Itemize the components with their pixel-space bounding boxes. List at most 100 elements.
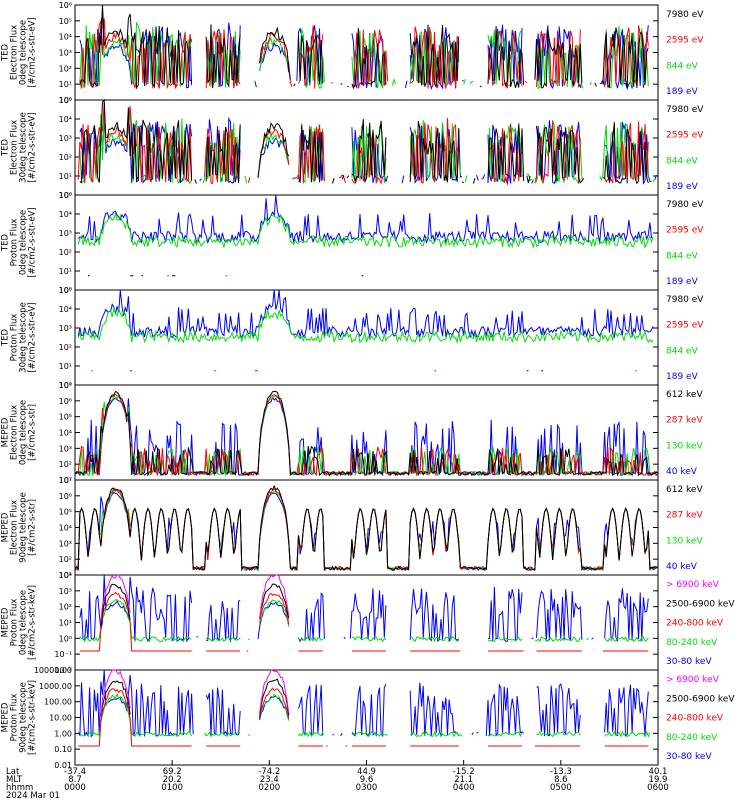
x-row-label: Lat xyxy=(6,767,20,777)
x-tick-hhmm: 0400 xyxy=(453,783,475,793)
panel-6: 10¹ 10² 10³ 10⁴ 10⁵ 10⁶ 10⁷ MEPED Electron Flux 9… xyxy=(1,476,704,580)
x-tick-mlt: 23.4 xyxy=(260,775,279,785)
y-axis-label-line: Electron Flux xyxy=(10,25,20,80)
series--6900-kev xyxy=(100,669,290,718)
legend-entry: 80-240 keV xyxy=(666,733,718,743)
x-tick-lat: -15.2 xyxy=(453,767,475,777)
legend-entry: 189 eV xyxy=(666,372,699,382)
legend-entry: 612 keV xyxy=(666,485,703,495)
series-844-ev xyxy=(77,212,654,249)
y-tick-label: 10.00 xyxy=(49,714,72,723)
legend-entry: 240-800 keV xyxy=(666,619,724,629)
y-axis-label: TED Electron Flux 30deg telescope [#/cm2-s-… xyxy=(1,112,38,183)
panel-1: 10⁰ 10¹ 10² 10³ 10⁴ 10⁵ 10⁶ TED Electron Flux 0de… xyxy=(1,1,705,105)
y-axis-label: TED Electron Flux 0deg telescope [#/cm2-s-s… xyxy=(1,17,38,87)
y-axis-label-line: TED xyxy=(1,233,11,252)
y-axis-label-line: [#/cm2-s-str-eV] xyxy=(28,207,38,277)
panel-3: 10⁰ 10¹ 10² 10³ 10⁴ 10⁵ TED Proton Flux 0deg tel… xyxy=(1,191,705,295)
legend-entry: 7980 eV xyxy=(666,10,704,20)
series-2500-6900-kev xyxy=(100,678,290,718)
x-tick-lat: -37.4 xyxy=(64,767,86,777)
legend-entry: 2595 eV xyxy=(666,226,704,236)
y-axis-label-line: [#/cm2-s-str-eV] xyxy=(28,17,38,87)
y-tick-label: 10⁴ xyxy=(59,115,72,124)
y-tick-label: 0.10 xyxy=(54,745,72,754)
x-tick-hhmm: 0600 xyxy=(647,783,669,793)
y-tick-label: 10⁴ xyxy=(59,33,72,42)
y-axis-label-line: 90deg telescope xyxy=(19,492,29,563)
y-tick-label: 10² xyxy=(59,153,72,162)
legend-entry: 7980 eV xyxy=(666,200,704,210)
x-tick-hhmm: 0500 xyxy=(550,783,572,793)
panel-7: 10⁻² 10⁻¹ 10⁰ 10¹ 10² 10³ 10⁴ MEPED Proton Flux 0… xyxy=(1,571,736,675)
series-844-ev xyxy=(77,307,654,345)
legend-entry: 7980 eV xyxy=(666,295,704,305)
legend-entry: 287 keV xyxy=(666,511,703,521)
y-tick-label: 10¹ xyxy=(59,619,72,628)
y-axis-label-line: MEPED xyxy=(1,702,11,732)
y-tick-label: 10² xyxy=(59,248,72,257)
y-tick-label: 10³ xyxy=(59,49,72,58)
legend-entry: 189 eV xyxy=(666,277,699,287)
y-axis-label: MEPED Electron Flux 90deg telescope [#/cm2-… xyxy=(1,492,38,563)
series-2500-6900-kev xyxy=(100,583,290,626)
legend-entry: 40 keV xyxy=(666,467,698,477)
panel-frame xyxy=(74,479,659,576)
x-tick-hhmm: 0000 xyxy=(64,783,86,793)
y-axis-label-line: Proton Flux xyxy=(10,314,20,362)
y-axis-label-line: 30deg telescope xyxy=(19,112,29,183)
series-612-kev xyxy=(74,390,659,477)
panel-frame xyxy=(74,669,659,766)
y-tick-label: 10⁷ xyxy=(59,381,72,390)
y-axis-label-line: 90deg telescope xyxy=(19,682,29,753)
series--6900-kev xyxy=(100,574,290,622)
legend-entry: 844 eV xyxy=(666,156,699,166)
series-40-kev xyxy=(74,491,659,572)
y-tick-label: 10⁶ xyxy=(59,492,72,501)
x-tick-hhmm: 0100 xyxy=(161,783,183,793)
panel-4: 10⁰ 10¹ 10² 10³ 10⁴ 10⁵ TED Proton Flux 30deg te… xyxy=(1,286,705,390)
legend-entry: 40 keV xyxy=(666,562,698,572)
series-30-80-kev xyxy=(79,574,649,643)
panel-frame xyxy=(74,289,659,386)
legend-entry: > 6900 keV xyxy=(666,580,720,590)
panel-5: 10¹ 10² 10³ 10⁴ 10⁵ 10⁶ 10⁷ MEPED Electron Flux 0… xyxy=(1,381,704,485)
legend-entry: 7980 eV xyxy=(666,105,704,115)
legend-entry: 189 eV xyxy=(666,182,699,192)
x-tick-lat: 44.9 xyxy=(357,767,376,777)
y-tick-label: 10³ xyxy=(59,587,72,596)
x-row-label: hhmm xyxy=(6,783,33,793)
legend-entry: 30-80 keV xyxy=(666,657,712,667)
y-tick-label: 100.00 xyxy=(44,698,72,707)
y-axis-label-line: MEPED xyxy=(1,607,11,637)
legend-entry: 844 eV xyxy=(666,346,699,356)
legend-entry: 2595 eV xyxy=(666,36,704,46)
y-tick-label: 10000.00 xyxy=(34,666,72,675)
y-axis-label: TED Proton Flux 30deg telescope [#/cm2-s-st… xyxy=(1,302,38,373)
y-tick-label: 10⁰ xyxy=(59,634,72,643)
y-tick-label: 1000.00 xyxy=(39,682,72,691)
x-tick-hhmm: 0300 xyxy=(356,783,378,793)
legend-entry: 2500-6900 keV xyxy=(666,694,735,704)
y-tick-label: 10³ xyxy=(59,324,72,333)
x-tick-mlt: 19.9 xyxy=(649,775,668,785)
y-tick-label: 10⁵ xyxy=(59,96,72,105)
x-tick-lat: 40.1 xyxy=(649,767,668,777)
legend-entry: > 6900 keV xyxy=(666,675,720,685)
x-row-label: MLT xyxy=(6,775,23,785)
y-tick-label: 10⁻² xyxy=(54,666,72,675)
y-tick-label: 10² xyxy=(59,603,72,612)
y-axis-label-line: 0deg telescope xyxy=(19,210,29,275)
panel-2: 10⁰ 10¹ 10² 10³ 10⁴ 10⁵ TED Electron Flux 30deg … xyxy=(1,96,705,200)
y-tick-label: 10⁷ xyxy=(59,476,72,485)
series-844-ev xyxy=(79,4,649,90)
y-tick-label: 10² xyxy=(59,64,72,73)
y-tick-label: 10⁴ xyxy=(59,305,72,314)
x-tick-mlt: 20.2 xyxy=(163,775,182,785)
y-tick-label: 10¹ xyxy=(59,172,72,181)
y-tick-label: 10⁵ xyxy=(59,508,72,517)
y-tick-label: 10⁴ xyxy=(59,210,72,219)
y-axis-label-line: [#/cm2-s-str-eV] xyxy=(28,112,38,182)
